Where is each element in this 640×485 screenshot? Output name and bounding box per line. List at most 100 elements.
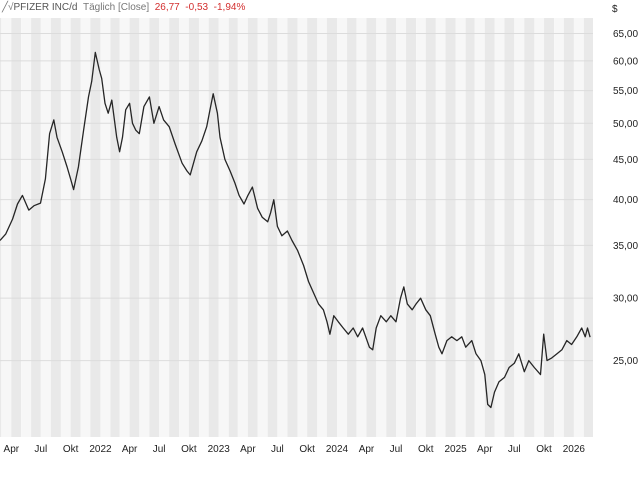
y-tick-label: 45,00 (613, 155, 638, 166)
month-band (159, 18, 170, 437)
x-tick-label: 2025 (444, 444, 467, 455)
month-band (484, 18, 495, 437)
x-tick-label: Okt (299, 444, 315, 455)
x-tick-label: Jul (153, 444, 166, 455)
x-tick-label: 2023 (208, 444, 231, 455)
month-band (70, 18, 81, 437)
price-change: -0,53 (185, 2, 209, 13)
x-tick-label: Okt (536, 444, 552, 455)
month-band (474, 18, 485, 437)
month-band (307, 18, 318, 437)
month-band (386, 18, 396, 437)
y-tick-label: 50,00 (613, 119, 638, 130)
month-band (1, 18, 12, 437)
x-tick-label: 2022 (89, 444, 112, 455)
month-band (455, 18, 466, 437)
price-series-line (0, 51, 591, 409)
month-band (416, 18, 426, 437)
line-chart-icon: ╱√ (2, 2, 14, 13)
month-band (90, 18, 101, 437)
month-band (376, 18, 387, 437)
month-band (218, 18, 229, 437)
month-band (198, 18, 209, 437)
month-band (366, 18, 377, 437)
x-tick-label: Okt (63, 444, 79, 455)
month-band (179, 18, 189, 437)
month-band (406, 18, 417, 437)
x-tick-label: Apr (122, 444, 138, 455)
month-band (326, 18, 338, 437)
x-tick-label: Apr (240, 444, 256, 455)
x-tick-label: Okt (181, 444, 197, 455)
month-band (247, 18, 258, 437)
y-tick-label: 30,00 (613, 294, 638, 305)
month-band (50, 18, 61, 437)
month-band (40, 18, 51, 437)
month-band (563, 18, 574, 437)
month-band (514, 18, 525, 437)
month-band (317, 18, 327, 437)
month-band (100, 18, 111, 437)
month-band (287, 18, 298, 437)
month-band (119, 18, 130, 437)
interval-label: Täglich (82, 2, 116, 13)
month-band (237, 18, 248, 437)
x-tick-label: Jul (34, 444, 47, 455)
month-band (435, 18, 446, 437)
x-tick-label: Apr (359, 444, 375, 455)
month-band (573, 18, 584, 437)
price-change-percent: -1,94% (213, 2, 246, 13)
month-band (267, 18, 278, 437)
month-band (21, 18, 32, 437)
month-band (129, 18, 140, 437)
month-band (524, 18, 535, 437)
month-band (139, 18, 150, 437)
month-band (395, 18, 407, 437)
y-tick-label: 65,00 (613, 29, 638, 40)
y-tick-label: 35,00 (613, 241, 638, 252)
x-tick-label: Jul (390, 444, 403, 455)
month-band (337, 18, 348, 437)
month-band (277, 18, 288, 437)
month-band (110, 18, 120, 437)
x-tick-label: Jul (508, 444, 521, 455)
month-band (504, 18, 515, 437)
month-band (149, 18, 160, 437)
month-band (425, 18, 436, 437)
y-tick-label: 60,00 (613, 56, 638, 67)
month-band (188, 18, 199, 437)
month-band (208, 18, 219, 437)
x-tick-label: 2026 (563, 444, 586, 455)
month-band (80, 18, 91, 437)
x-tick-label: Okt (418, 444, 434, 455)
month-band (445, 18, 456, 437)
month-band (347, 18, 357, 437)
month-band (297, 18, 308, 437)
last-price: 26,77 (154, 2, 180, 13)
x-tick-label: Apr (4, 444, 20, 455)
month-band (583, 18, 593, 437)
x-tick-label: Jul (271, 444, 284, 455)
month-band (31, 18, 41, 437)
y-tick-label: 40,00 (613, 195, 638, 206)
currency-label: $ (612, 4, 618, 15)
month-band (544, 18, 555, 437)
month-band (257, 18, 268, 437)
symbol-label: PFIZER INC/d (13, 2, 78, 13)
month-band (11, 18, 22, 437)
y-tick-label: 25,00 (613, 356, 638, 367)
month-band (228, 18, 238, 437)
month-band (554, 18, 564, 437)
month-band (60, 18, 71, 437)
y-tick-label: 55,00 (613, 86, 638, 97)
mode-label: [Close] (118, 2, 150, 13)
chart-header: ╱√PFIZER INC/d Täglich [Close] 26,77 -0,… (2, 2, 245, 13)
month-band (169, 18, 180, 437)
x-tick-label: 2024 (326, 444, 349, 455)
month-band (0, 18, 2, 437)
month-band (465, 18, 475, 437)
month-band (494, 18, 505, 437)
month-band (534, 18, 545, 437)
